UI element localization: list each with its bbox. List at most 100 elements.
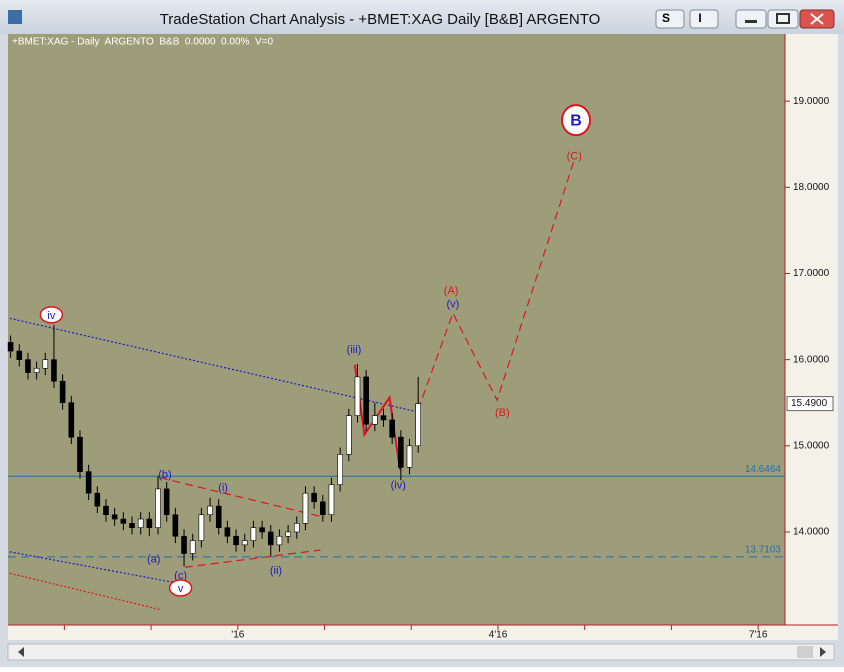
wave-label: (i) — [218, 482, 228, 494]
candle-body — [77, 436, 83, 472]
candle-body — [146, 518, 153, 528]
candle-body — [103, 505, 109, 516]
candle-body — [189, 540, 196, 554]
button-label: S — [662, 11, 670, 25]
candle-body — [198, 514, 205, 541]
wave-label: v — [178, 583, 184, 595]
candle-body — [406, 445, 413, 468]
x-tick-label: 7'16 — [749, 630, 768, 641]
candle-body — [215, 505, 222, 528]
candle-body — [120, 518, 127, 524]
window-title: TradeStation Chart Analysis - +BMET:XAG … — [160, 11, 601, 28]
candle-body — [163, 488, 170, 516]
candle-body — [389, 419, 395, 438]
wave-label: B — [570, 112, 582, 129]
level-label: 14.6464 — [745, 464, 782, 475]
wave-label: (C) — [567, 150, 582, 162]
wave-label: (v) — [446, 299, 459, 311]
wave-label: (b) — [158, 469, 171, 481]
i-button[interactable]: I — [689, 9, 719, 29]
label-circle — [561, 104, 592, 137]
candle-body — [94, 492, 101, 507]
y-tick-label: 19.0000 — [793, 96, 830, 107]
candle-body — [285, 531, 291, 537]
candle-body — [51, 359, 57, 382]
candle-body — [259, 527, 265, 533]
candle-body — [155, 488, 161, 528]
candle-body — [181, 535, 187, 554]
candle-body — [111, 514, 118, 520]
y-tick-label: 16.0000 — [793, 354, 830, 365]
candle-body — [172, 514, 179, 537]
last-price-label: 15.4900 — [791, 398, 828, 409]
trend-line — [159, 477, 325, 518]
last-price-box — [786, 396, 834, 412]
candle-body — [354, 376, 361, 416]
wave-label: (B) — [495, 407, 510, 419]
candle-body — [276, 535, 283, 546]
wave-label: (ii) — [270, 565, 282, 577]
candle-body — [302, 492, 309, 524]
label-ellipse — [39, 306, 64, 324]
candle-body — [68, 402, 75, 438]
trend-line — [184, 549, 321, 568]
candle-body — [207, 505, 213, 516]
s-button[interactable]: S — [655, 9, 685, 29]
candle-body — [328, 484, 335, 516]
candle-body — [25, 359, 31, 373]
candle-body — [311, 492, 317, 503]
candle-body — [250, 527, 257, 541]
candle-body — [42, 359, 49, 369]
close-button[interactable] — [799, 9, 835, 29]
candle-body — [137, 518, 144, 528]
candle-body — [129, 523, 135, 528]
plot-area — [8, 34, 785, 625]
trend-line — [417, 159, 575, 410]
y-tick-label: 18.0000 — [793, 182, 830, 193]
trend-line — [9, 572, 160, 611]
x-tick-label: 4'16 — [489, 630, 508, 641]
x-tick-label: '16 — [231, 630, 244, 641]
scrollbar[interactable] — [7, 643, 835, 661]
candle-body — [233, 535, 239, 546]
trend-line — [9, 317, 420, 413]
x-axis-area — [8, 625, 838, 640]
label-ellipse — [168, 579, 193, 597]
candle-body — [16, 350, 23, 360]
y-tick-label: 17.0000 — [793, 268, 830, 279]
candle-body — [337, 454, 343, 485]
candle-body — [363, 376, 369, 425]
plot-content: 14.6464 13.7103 iv (b) (a) (c)v (i) (ii) (iii) (i… — [7, 104, 785, 611]
wave-label: (A) — [444, 285, 459, 297]
candle-body — [33, 367, 40, 373]
candle-body — [415, 403, 421, 447]
trend-line — [9, 551, 186, 586]
wave-label: (a) — [147, 554, 160, 566]
y-tick-label: 14.0000 — [793, 527, 830, 538]
level-label: 13.7103 — [745, 545, 782, 556]
candle-body — [380, 415, 387, 421]
wave-label: (c) — [174, 570, 187, 582]
candle-body — [7, 342, 14, 352]
maximize-button[interactable] — [767, 9, 799, 29]
y-axis-area — [785, 34, 838, 625]
candle-body — [398, 436, 404, 468]
chart-header: +BMET:XAG - Daily ARGENTO B&B 0.0000 0.0… — [12, 37, 273, 48]
candle-body — [372, 415, 378, 425]
candle-body — [224, 527, 231, 537]
candle-body — [59, 380, 66, 404]
candle-body — [293, 523, 300, 533]
wave-label: (iii) — [347, 344, 362, 356]
y-tick-label: 15.0000 — [793, 440, 830, 451]
minimize-button[interactable] — [735, 9, 767, 29]
candle-body — [85, 471, 92, 494]
candle-body — [319, 501, 326, 516]
wave-label: (iv) — [391, 479, 406, 491]
wave-label: iv — [47, 310, 55, 322]
candle-body — [346, 415, 352, 455]
candle-body — [241, 540, 248, 546]
app-icon — [8, 10, 22, 24]
candle-body — [267, 531, 274, 546]
button-label: I — [698, 11, 701, 25]
